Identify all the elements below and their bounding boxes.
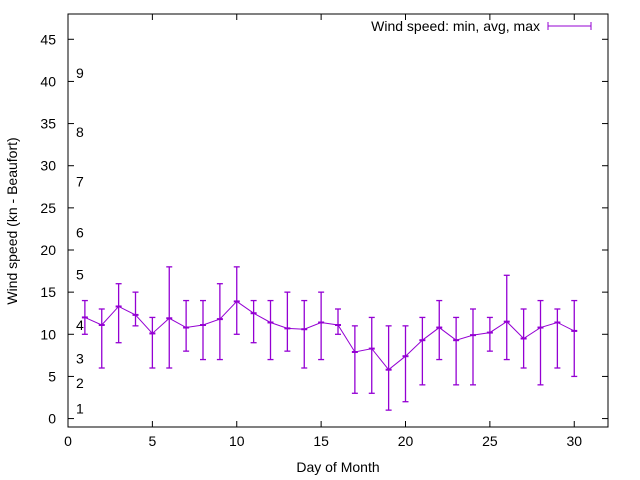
beaufort-labels: 1 2 3 4 5 6 7 8 9 <box>76 65 84 416</box>
beaufort-label: 7 <box>76 174 84 190</box>
legend-label: Wind speed: min, avg, max <box>371 18 540 34</box>
y-tick-label: 25 <box>40 200 56 216</box>
x-tick-label: 25 <box>482 433 498 449</box>
x-tick-label: 5 <box>148 433 156 449</box>
beaufort-label: 1 <box>76 400 84 416</box>
beaufort-label: 4 <box>76 317 84 333</box>
x-tick-label: 30 <box>566 433 582 449</box>
x-axis: 0 5 10 15 20 25 30 <box>64 14 582 449</box>
series-wind-speed <box>81 266 578 411</box>
beaufort-label: 5 <box>76 266 84 282</box>
y-tick-label: 15 <box>40 284 56 300</box>
x-tick-label: 20 <box>398 433 414 449</box>
y-tick-label: 40 <box>40 73 56 89</box>
legend: Wind speed: min, avg, max <box>371 18 592 34</box>
y-tick-label: 5 <box>48 368 56 384</box>
y-tick-label: 45 <box>40 31 56 47</box>
x-tick-label: 0 <box>64 433 72 449</box>
avg-line <box>84 300 575 371</box>
plot-border <box>67 13 609 428</box>
y-tick-label: 20 <box>40 242 56 258</box>
y-tick-label: 35 <box>40 116 56 132</box>
y-tick-label: 30 <box>40 158 56 174</box>
beaufort-label: 8 <box>76 124 84 140</box>
x-tick-label: 10 <box>229 433 245 449</box>
beaufort-label: 9 <box>76 65 84 81</box>
beaufort-label: 2 <box>76 375 84 391</box>
x-axis-label: Day of Month <box>296 459 379 475</box>
beaufort-label: 6 <box>76 224 84 240</box>
y-tick-label: 10 <box>40 326 56 342</box>
y-tick-label: 0 <box>48 411 56 427</box>
beaufort-label: 3 <box>76 351 84 367</box>
x-tick-label: 15 <box>313 433 329 449</box>
y-axis-label: Wind speed (kn - Beaufort) <box>4 137 20 304</box>
